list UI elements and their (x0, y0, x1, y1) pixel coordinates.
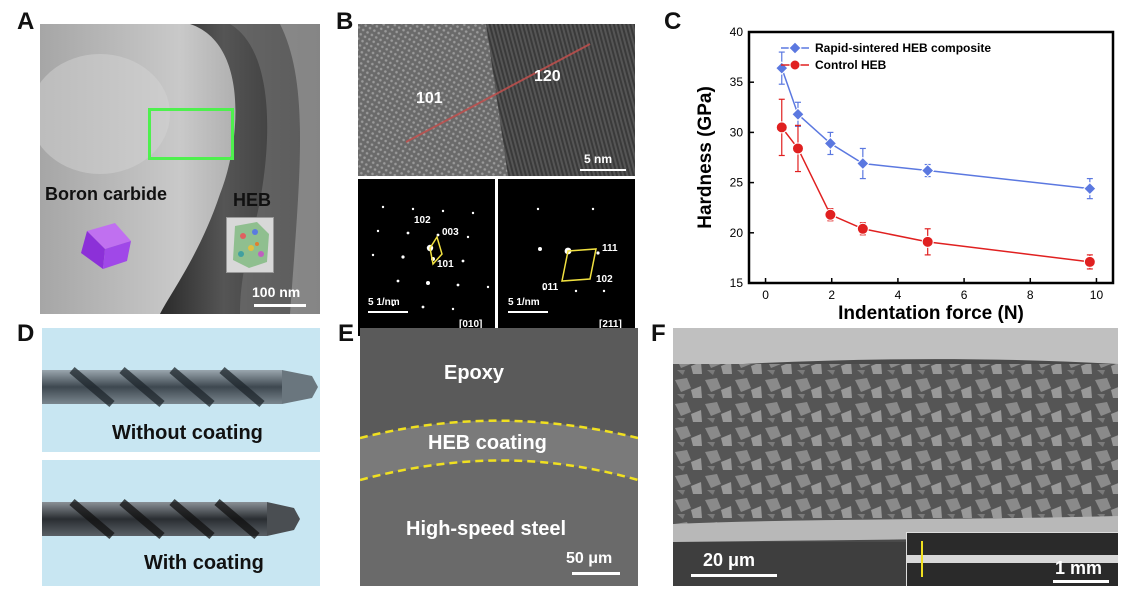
x-tick-label: 6 (961, 288, 968, 302)
panel-f-scale-bar (691, 574, 777, 577)
x-tick-label: 10 (1090, 288, 1104, 302)
panel-f-scale-label: 20 μm (703, 550, 756, 570)
panel-b-hrtem-image: 101 120 5 nm (358, 24, 635, 176)
y-tick-label: 15 (730, 276, 744, 290)
legend-marker (788, 41, 802, 55)
series-line (781, 67, 1090, 190)
data-point (775, 121, 788, 134)
panel-f-inset-scale-bar (1053, 580, 1109, 583)
data-point (856, 222, 869, 235)
hardness-chart: 0 2 4 6 8 10 15 20 25 30 35 40 Indentation force (N)… (695, 25, 1115, 324)
x-tick-label: 8 (1027, 288, 1034, 302)
legend-marker (789, 59, 801, 71)
x-tick-label: 0 (762, 288, 769, 302)
panel-b-saed-pattern-2: 111 102 011 5 1/nm [211] (498, 179, 635, 336)
y-tick-label: 30 (730, 125, 744, 139)
panel-b-letter: B (336, 8, 354, 35)
panel-f-letter: F (651, 320, 666, 347)
panel-e-sem-cross-section: Epoxy HEB coating High-speed steel 50 μm (360, 328, 638, 586)
legend-entry: Rapid-sintered HEB composite (815, 41, 991, 55)
panel-a-tem-image: Boron carbide HEB 100 nm (40, 24, 320, 314)
legend-entry: Control HEB (815, 58, 887, 72)
data-point (1083, 255, 1096, 268)
saed2-spot-111-label: 111 (602, 243, 618, 254)
epoxy-label: Epoxy (444, 362, 505, 384)
region-of-interest-box (148, 108, 234, 160)
y-tick-label: 20 (730, 226, 744, 240)
data-point (1083, 181, 1097, 196)
with-coating-label: With coating (144, 552, 264, 574)
high-speed-steel-label: High-speed steel (406, 518, 567, 540)
chart-frame (747, 30, 1115, 285)
boron-carbide-crystal-icon (81, 223, 131, 269)
panel-e-scale-bar (572, 572, 620, 575)
saed2-spot-102-label: 102 (596, 274, 613, 285)
y-tick-label: 25 (730, 176, 744, 190)
saed2-zone-axis-label: [211] (599, 319, 622, 330)
saed1-scale-label: 5 1/nm (368, 297, 400, 308)
grain-120-label: 120 (534, 68, 561, 85)
data-point (775, 61, 789, 75)
x-tick-label: 4 (895, 288, 902, 302)
data-point (791, 107, 805, 122)
heb-label: HEB (233, 190, 272, 210)
panel-a-scale-bar (254, 304, 306, 307)
y-axis-label: Hardness (GPa) (695, 86, 716, 229)
panel-e-letter: E (338, 320, 355, 347)
data-point (856, 156, 870, 171)
saed2-scale-bar (508, 311, 548, 313)
saed2-scale-label: 5 1/nm (508, 297, 540, 308)
panel-f-sem-fracture-surface: 20 μm 1 mm (673, 328, 1118, 586)
panel-b-top-scale-label: 5 nm (584, 152, 613, 166)
panel-d-letter: D (17, 320, 35, 347)
data-point (791, 142, 804, 155)
y-tick-label: 40 (730, 25, 744, 39)
drill-with-coating-photo: With coating (42, 460, 320, 586)
data-point (921, 235, 934, 248)
panel-a-letter: A (17, 8, 35, 35)
panel-f-inset-image (906, 532, 1118, 586)
data-point (920, 163, 935, 178)
panel-b-top-scale-bar (580, 169, 626, 171)
heb-coating-label: HEB coating (428, 432, 547, 454)
panel-b-saed-pattern-1: 102 003 101 5 1/nm [010] (358, 179, 495, 336)
data-point (824, 208, 837, 221)
heb-crystal-icon (226, 217, 274, 273)
grain-101-label: 101 (416, 90, 443, 107)
panel-f-inset-scale-label: 1 mm (1055, 558, 1103, 578)
saed1-spot-101-label: 101 (437, 259, 454, 270)
x-tick-label: 2 (828, 288, 835, 302)
drill-without-coating-photo: Without coating (42, 328, 320, 452)
saed2-spot-011-label: 011 (542, 282, 559, 293)
saed1-spot-102-label: 102 (414, 215, 431, 226)
saed1-zone-axis-label: [010] (459, 319, 483, 330)
y-tick-label: 35 (730, 75, 744, 89)
without-coating-label: Without coating (112, 422, 263, 444)
data-point (823, 136, 838, 151)
saed1-scale-bar (368, 311, 408, 313)
panel-e-scale-label: 50 μm (566, 550, 613, 567)
panel-c-letter: C (664, 8, 682, 35)
panel-a-scale-label: 100 nm (252, 284, 301, 300)
boron-carbide-label: Boron carbide (45, 184, 168, 204)
saed1-spot-003-label: 003 (442, 227, 459, 238)
x-axis-label: Indentation force (N) (838, 303, 1024, 324)
